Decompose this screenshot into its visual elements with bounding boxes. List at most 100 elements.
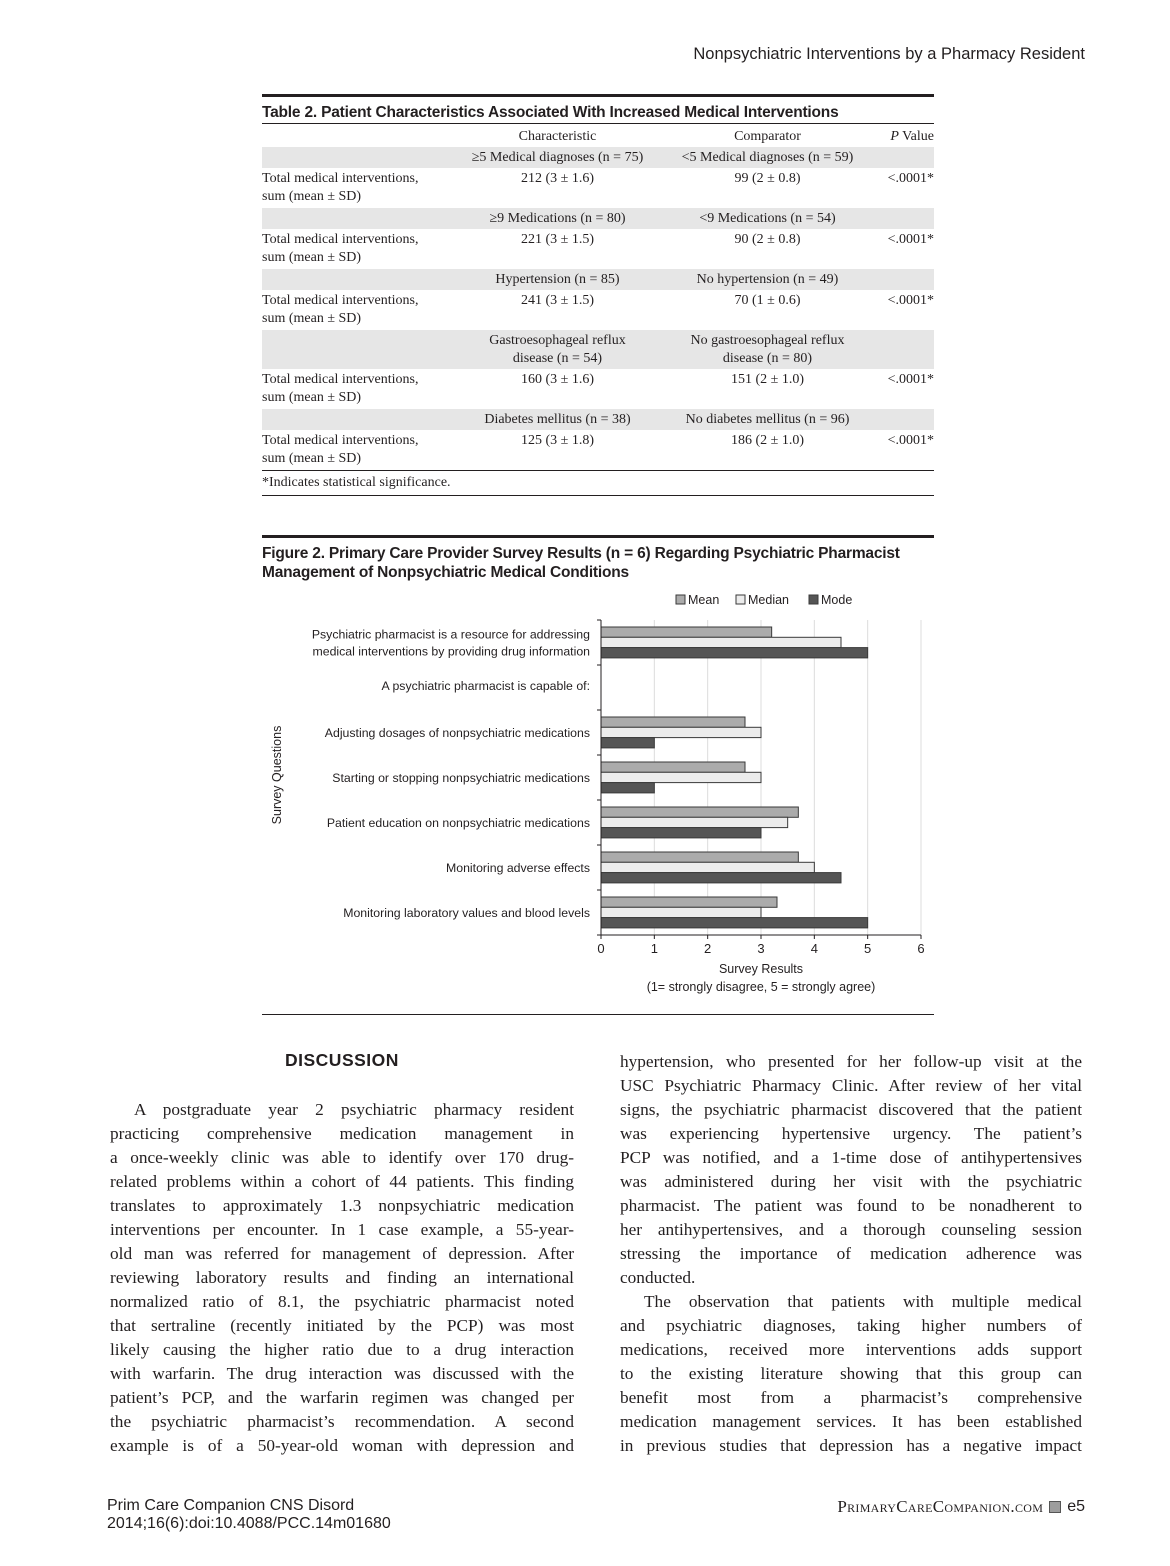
row-label: Total medical interventions, sum (mean ±… [262,372,419,405]
x-tick-label: 2 [704,941,711,956]
text-line: PCP was notified, and a 1-time dose of a… [620,1148,1082,1167]
figure-2: Figure 2. Primary Care Provider Survey R… [262,535,934,1015]
legend-label: Mean [688,593,719,607]
row-label: Total medical interventions, sum (mean ±… [262,433,419,466]
bar-median [600,816,789,829]
text-line: A postgraduate year 2 psychiatric pharma… [134,1100,574,1119]
row-label: Total medical interventions, sum (mean ±… [262,171,419,204]
text-line: conducted. [620,1268,696,1287]
characteristic-cell: Gastroesophageal reflux disease (n = 54) [455,330,660,369]
text-line: and psychiatric diagnoses, taking higher… [620,1316,1082,1335]
text-line: hypertension, who presented for her foll… [620,1052,1082,1071]
x-tick-label: 4 [811,941,818,956]
characteristic-cell: Hypertension (n = 85) [455,269,660,290]
bar-median [600,726,762,739]
text-line: to the existing literature showing that … [620,1364,1082,1383]
table-group-row: Gastroesophageal reflux disease (n = 54)… [262,330,934,369]
section-heading: DISCUSSION [285,1050,399,1070]
x-tick-label: 0 [597,941,604,956]
header-characteristic: Characteristic [518,129,597,144]
x-tick-label: 3 [757,941,764,956]
y-axis-title: Survey Questions [270,726,284,825]
table-row: Total medical interventions, sum (mean ±… [262,168,934,208]
table-header-row: Characteristic Comparator P Value [262,124,934,147]
characteristic-cell: Diabetes mellitus (n = 38) [455,409,660,430]
legend-swatch-median [735,594,746,605]
category-label: Psychiatric pharmacist is a resource for… [312,628,590,642]
legend-label: Median [748,593,789,607]
text-line: related problems within a cohort of 44 p… [110,1172,574,1191]
comparator-cell: <5 Medical diagnoses (n = 59) [660,147,875,168]
comparator-cell: <9 Medications (n = 54) [660,208,875,229]
characteristic-value: 241 (3 ± 1.5) [520,293,594,308]
survey-bar-chart: 0 1 2 3 4 5 6 Psychiatric pharmacist is a resou… [270,593,925,994]
comparator-cell: No gastroesophageal reflux disease (n = … [660,330,875,369]
legend-swatch-mode [808,594,819,605]
text-line: a once-weekly clinic was able to identif… [110,1148,574,1167]
table-2: Table 2. Patient Characteristics Associa… [262,94,934,496]
text-line: normalized ratio of 8.1, the psychiatric… [110,1292,574,1311]
x-axis-title: Survey Results [719,962,803,976]
text-line: translates to approximately 1.3 nonpsych… [110,1196,574,1215]
comparator-value: 99 (2 ± 0.8) [734,171,801,186]
bar-mode [600,737,655,749]
header-comparator: Comparator [734,129,801,144]
characteristic-value: 160 (3 ± 1.6) [520,372,594,387]
comparator-value: 90 (2 ± 0.8) [734,232,801,247]
text-line: stressing the importance of medication a… [620,1244,1082,1263]
text-line: medication management services. It has b… [620,1412,1082,1431]
bar-mean [600,716,746,728]
bar-mode [600,782,655,794]
table-footnote: *Indicates statistical significance. [262,470,934,496]
figure-title-line: Management of Nonpsychiatric Medical Con… [262,564,629,581]
p-value: <.0001* [887,433,934,448]
journal-name: Prim Care Companion CNS Disord [107,1497,355,1514]
characteristic-value: 221 (3 ± 1.5) [520,232,594,247]
figure-title-line: Figure 2. Primary Care Provider Survey R… [262,545,900,562]
table-title: Table 2. Patient Characteristics Associa… [262,97,934,124]
comparator-value: 151 (2 ± 1.0) [730,372,804,387]
bar-mean [600,806,799,818]
p-value: <.0001* [887,293,934,308]
characteristic-cell: ≥9 Medications (n = 80) [455,208,660,229]
text-line: in previous studies that depression has … [620,1436,1082,1455]
header-p-value: P Value [890,129,934,144]
running-head: Nonpsychiatric Interventions by a Pharma… [693,45,1085,63]
text-line: example is of a 50-year-old woman with d… [110,1436,574,1455]
category-label: Starting or stopping nonpsychiatric medi… [332,771,590,785]
bar-mean [600,851,799,863]
bar-mean [600,761,746,773]
comparator-cell: No diabetes mellitus (n = 96) [660,409,875,430]
bar-mean [600,896,778,908]
legend-swatch-mean [675,594,686,605]
text-line: reviewing laboratory results and finding… [110,1268,574,1287]
table-group-row: ≥9 Medications (n = 80) <9 Medications (n… [262,208,934,229]
characteristic-value: 212 (3 ± 1.6) [520,171,594,186]
row-label: Total medical interventions, sum (mean ±… [262,232,419,265]
table-group-row: ≥5 Medical diagnoses (n = 75) <5 Medical … [262,147,934,168]
text-line: her antihypertensives, and a thorough co… [620,1220,1082,1239]
text-line: pharmacist. The patient was found to be … [620,1196,1082,1215]
text-line: the psychiatric pharmacist’s recommendat… [110,1412,574,1431]
bar-median [600,861,815,874]
legend-label: Mode [821,593,852,607]
table-row: Total medical interventions, sum (mean ±… [262,430,934,471]
text-line: with warfarin. The drug interaction was … [110,1364,574,1383]
table-row: Total medical interventions, sum (mean ±… [262,229,934,269]
text-line: was experiencing hypertensive urgency. T… [620,1124,1082,1143]
text-line: old man was referred for management of d… [110,1244,574,1263]
category-label: medical interventions by providing drug … [312,645,590,659]
text-line: interventions per encounter. In 1 case e… [110,1220,574,1239]
category-label: Patient education on nonpsychiatric medi… [327,816,590,830]
doi: 2014;16(6):doi:10.4088/PCC.14m01680 [107,1515,391,1532]
footer-site: PrimaryCareCompanion.com e5 [837,1497,1085,1517]
figure-title: Figure 2. Primary Care Provider Survey R… [262,538,934,582]
category-label: A psychiatric pharmacist is capable of: [382,679,590,693]
text-line: likely causing the higher ratio due to a… [110,1340,574,1359]
site-link[interactable]: PrimaryCareCompanion.com [837,1497,1044,1516]
category-label: Monitoring laboratory values and blood l… [343,906,590,920]
bar-mode [600,872,842,884]
table: Characteristic Comparator P Value ≥5 Med… [262,124,934,496]
footer-citation: Prim Care Companion CNS Disord 2014;16(6… [107,1497,391,1533]
text-line: The observation that patients with multi… [644,1292,1082,1311]
